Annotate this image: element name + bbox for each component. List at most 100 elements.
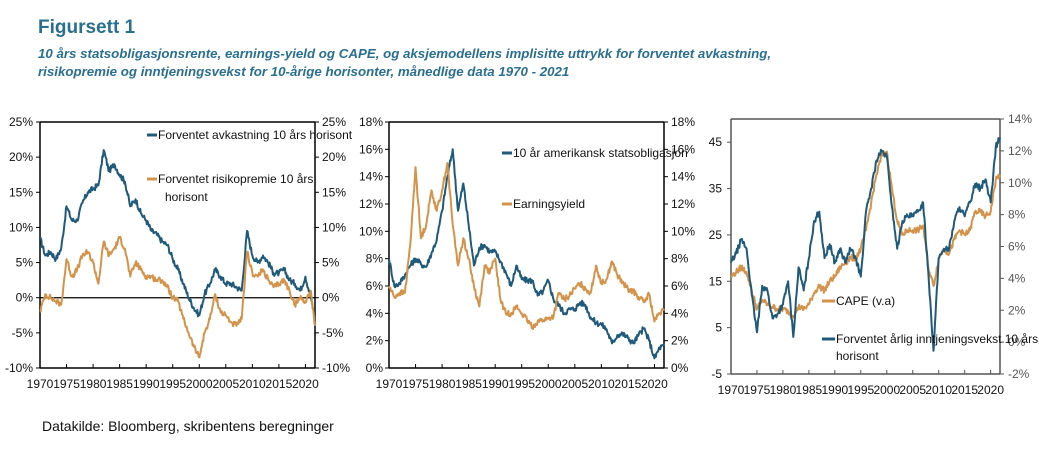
y-tick-label-left: 25 (709, 228, 723, 242)
chart-treasury-earnings-yield: 18% 16% 14% 12% 10% 8% 6% 4% 2% 0% 18% 16% 14% 12% 10%… (359, 115, 695, 391)
y-tick-label-left: 0% (366, 361, 384, 375)
legend-label-cape: CAPE (v.a) (836, 294, 895, 308)
chart-2-lines (388, 148, 665, 360)
y-tick-label-right: 4% (1008, 271, 1026, 285)
legend-label-earnings-growth: Forventet årlig inntjeningsvekst 10 års … (836, 332, 1039, 363)
subtitle-line-1: 10 års statsobligasjonsrente, earnings-y… (38, 46, 772, 61)
series-line-orange (388, 162, 665, 331)
y-tick-label-left: 20% (9, 150, 33, 164)
x-tick-label: 2005 (899, 383, 926, 397)
legend-label-earnings-yield: Earningsyield (513, 197, 585, 211)
x-tick-label: 1990 (822, 383, 849, 397)
y-tick-label-right: 4% (671, 306, 689, 320)
y-tick-label-left: -5 (711, 367, 722, 381)
y-tick-label-right: 0% (1008, 335, 1026, 349)
chart-3-lines (730, 137, 1001, 352)
figure-title: Figursett 1 (38, 17, 136, 38)
legend-label-risk-premium-line2: horisont (165, 190, 208, 204)
chart-cape-earnings-growth: 45 35 25 15 5 -5 14% 12% 10% 8% 6% 4% 2% 0% -2% 1970 197… (709, 112, 1039, 397)
x-tick-label: 2010 (588, 377, 615, 391)
y-tick-label-right: 8% (1008, 208, 1026, 222)
y-tick-label-right: 0% (671, 361, 689, 375)
x-tick-label: 2015 (951, 383, 978, 397)
x-tick-label: 1985 (106, 377, 133, 391)
x-tick-label: 1980 (770, 383, 797, 397)
y-tick-label-left: 12% (359, 197, 383, 211)
legend-label-earnings-growth-line1: Forventet årlig inntjeningsvekst 10 års (836, 332, 1038, 346)
y-tick-label-right: 14% (1008, 112, 1032, 126)
chart-3-legend: CAPE (v.a) Forventet årlig inntjeningsve… (822, 294, 1039, 363)
subtitle-line-2: risikopremie og inntjeningsvekst for 10-… (38, 64, 570, 79)
y-tick-label-right: 10% (671, 224, 695, 238)
y-tick-label-right: 8% (671, 252, 689, 266)
y-tick-label-right: 14% (671, 170, 695, 184)
y-tick-label-right: 10% (1008, 176, 1032, 190)
series-line-orange (730, 150, 1001, 319)
y-tick-label-left: 10% (9, 220, 33, 234)
figure-subtitle: 10 års statsobligasjonsrente, earnings-y… (38, 45, 998, 81)
y-tick-label-right: 16% (671, 142, 695, 156)
legend-label-treasury: 10 år amerikansk statsobligasjon (513, 146, 688, 160)
chart-1-legend: Forventet avkastning 10 års horisont For… (147, 128, 353, 204)
y-tick-label-right: 18% (671, 115, 695, 129)
x-tick-label: 1970 (27, 377, 54, 391)
chart-2-axes: 18% 16% 14% 12% 10% 8% 6% 4% 2% 0% 18% 16% 14% 12% 10%… (359, 115, 695, 391)
x-tick-label: 1975 (402, 377, 429, 391)
series-line-blue (388, 148, 665, 360)
y-tick-label-left: 10% (359, 224, 383, 238)
x-tick-label: 2020 (641, 377, 668, 391)
legend-label-expected-return: Forventet avkastning 10 års horisont (158, 128, 353, 142)
x-tick-label: 2000 (186, 377, 213, 391)
y-tick-label-right: 12% (1008, 144, 1032, 158)
chart-3-axes: 45 35 25 15 5 -5 14% 12% 10% 8% 6% 4% 2% 0% -2% 1970 197… (709, 112, 1033, 397)
x-tick-label: 1970 (376, 377, 403, 391)
x-tick-label: 2005 (212, 377, 239, 391)
y-tick-label-right: 2% (671, 334, 689, 348)
x-tick-label: 1970 (718, 383, 745, 397)
chart-1-lines (39, 149, 316, 359)
series-line-blue (39, 149, 316, 320)
x-tick-label: 2000 (535, 377, 562, 391)
x-tick-label: 1990 (482, 377, 509, 391)
x-tick-label: 2010 (925, 383, 952, 397)
y-tick-label-left: 45 (709, 135, 723, 149)
y-tick-label-right: -10% (322, 361, 350, 375)
x-tick-label: 1975 (744, 383, 771, 397)
y-tick-label-left: -5% (12, 326, 34, 340)
x-tick-label: 1975 (53, 377, 80, 391)
y-tick-label-left: 5% (16, 256, 34, 270)
y-tick-label-left: -10% (5, 361, 33, 375)
y-tick-label-left: 14% (359, 170, 383, 184)
y-tick-label-right: 0% (322, 291, 340, 305)
x-tick-label: 1995 (159, 377, 186, 391)
x-tick-label: 1985 (455, 377, 482, 391)
y-tick-label-left: 2% (366, 334, 384, 348)
y-tick-label-right: 15% (322, 185, 346, 199)
x-tick-label: 2010 (239, 377, 266, 391)
y-tick-label-right: 6% (671, 279, 689, 293)
x-tick-label: 2000 (873, 383, 900, 397)
x-tick-label: 2020 (977, 383, 1004, 397)
x-tick-label: 1980 (429, 377, 456, 391)
x-tick-label: 1990 (133, 377, 160, 391)
y-tick-label-right: -5% (322, 326, 344, 340)
series-line-orange (39, 235, 316, 359)
x-tick-label: 1995 (847, 383, 874, 397)
y-tick-label-left: 35 (709, 182, 723, 196)
y-tick-label-right: 20% (322, 150, 346, 164)
y-tick-label-right: -2% (1008, 367, 1030, 381)
x-tick-label: 2020 (292, 377, 319, 391)
y-tick-label-left: 5 (715, 321, 722, 335)
y-tick-label-right: 6% (1008, 240, 1026, 254)
data-source-note: Datakilde: Bloomberg, skribentens beregn… (42, 418, 334, 434)
y-tick-label-left: 8% (366, 252, 384, 266)
x-tick-label: 1985 (796, 383, 823, 397)
y-tick-label-left: 15% (9, 185, 33, 199)
y-tick-label-right: 2% (1008, 303, 1026, 317)
x-tick-label: 2015 (615, 377, 642, 391)
x-tick-label: 1995 (508, 377, 535, 391)
series-line-blue (730, 137, 1001, 352)
x-tick-label: 2015 (266, 377, 293, 391)
x-tick-label: 2005 (561, 377, 588, 391)
y-tick-label-right: 25% (322, 115, 346, 129)
